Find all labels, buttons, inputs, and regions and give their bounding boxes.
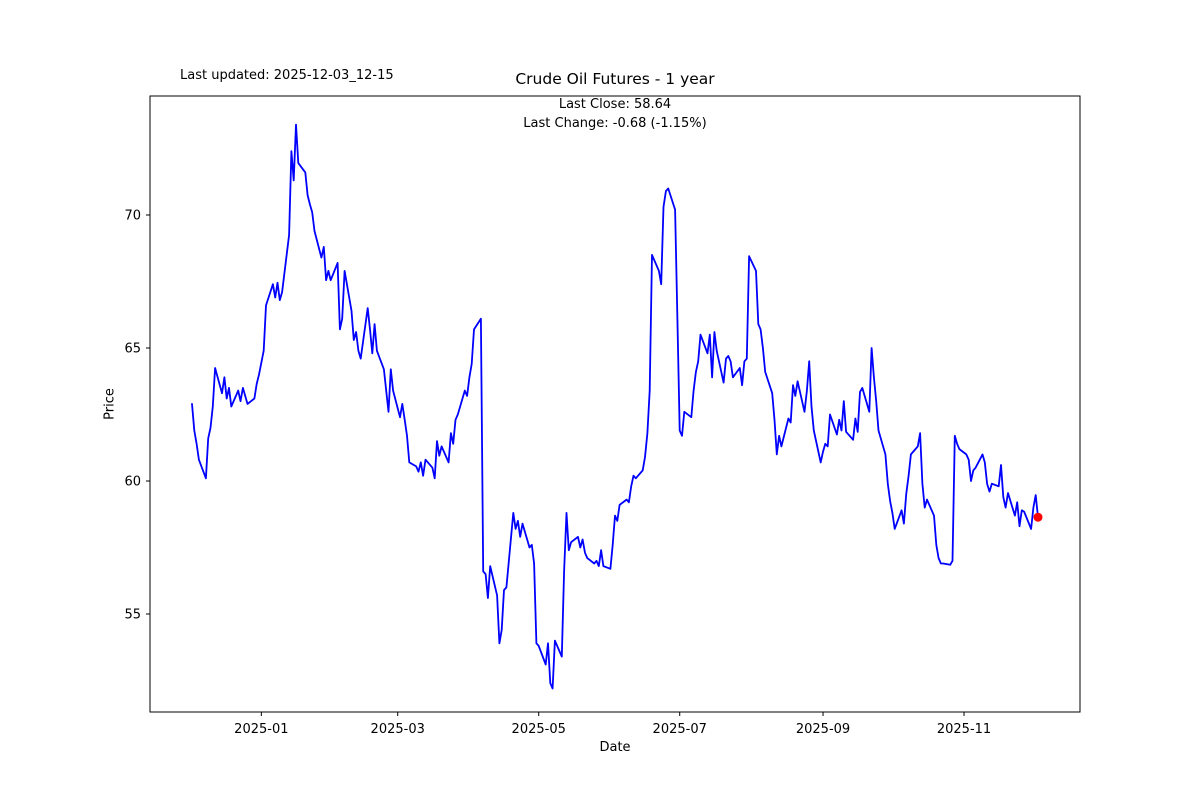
- y-tick-label: 55: [124, 608, 141, 623]
- last-change-annotation: Last Change: -0.68 (-1.15%): [523, 116, 707, 131]
- x-tick-label: 2025-01: [234, 722, 288, 737]
- x-tick-label: 2025-05: [512, 722, 566, 737]
- x-tick-label: 2025-03: [371, 722, 425, 737]
- price-line: [191, 123, 1039, 690]
- y-tick-label: 65: [124, 342, 141, 357]
- last-close-marker: [1033, 512, 1043, 522]
- last-close-annotation: Last Close: 58.64: [558, 97, 672, 112]
- x-axis-label: Date: [599, 740, 631, 755]
- chart-title: Crude Oil Futures - 1 year: [515, 70, 715, 88]
- y-axis-label: Price: [102, 388, 118, 420]
- x-tick-label: 2025-11: [937, 722, 991, 737]
- y-tick-label: 70: [124, 209, 141, 224]
- x-tick-label: 2025-07: [653, 722, 707, 737]
- axes-box: [149, 95, 1081, 713]
- y-tick-label: 60: [124, 475, 141, 490]
- x-tick-label: 2025-09: [796, 722, 850, 737]
- last-updated-label: Last updated: 2025-12-03_12-15: [180, 68, 394, 83]
